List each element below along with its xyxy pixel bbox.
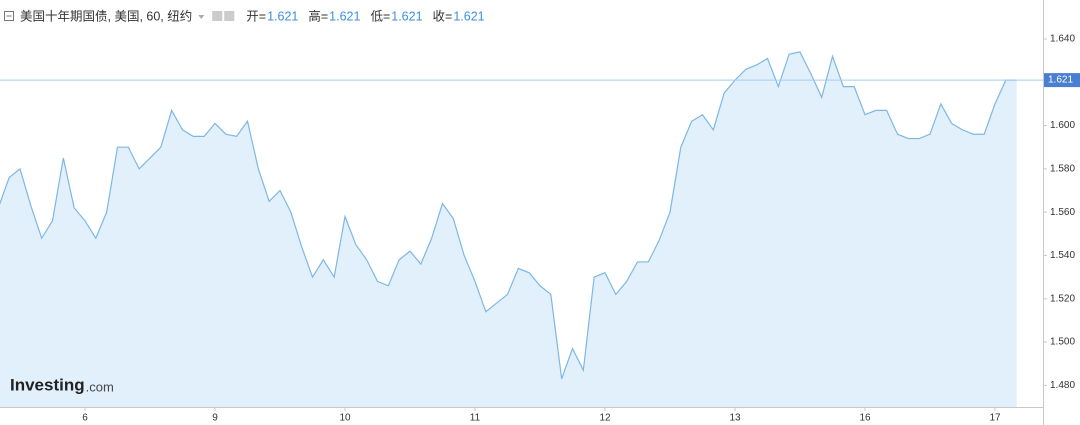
settings-icon	[224, 11, 235, 21]
y-tick-label: 1.520	[1050, 293, 1075, 304]
watermark-brand: Investing	[10, 375, 85, 394]
ohlc-value: 1.621	[391, 9, 422, 23]
current-price-label: 1.621	[1048, 75, 1073, 86]
current-price-tag	[1044, 73, 1080, 88]
ohlc-label: 收=	[433, 9, 453, 23]
y-tick-label: 1.560	[1050, 207, 1075, 218]
header-bg	[0, 0, 560, 30]
ohlc-value: 1.621	[267, 9, 298, 23]
y-tick-label: 1.540	[1050, 250, 1075, 261]
area-fill	[0, 51, 1017, 407]
ticks: 1.4801.5001.5201.5401.5601.5801.6001.620…	[82, 34, 1080, 424]
x-tick-label: 12	[599, 413, 611, 424]
y-tick-label: 1.580	[1050, 164, 1075, 175]
x-tick-label: 17	[989, 413, 1001, 424]
plot-area	[0, 51, 1043, 407]
dropdown-arrow	[198, 15, 205, 19]
ohlc-header: 开= 1.621 高= 1.621 低= 1.621 收= 1.621	[198, 8, 485, 23]
x-tick-label: 6	[82, 413, 88, 424]
x-tick-label: 9	[212, 413, 218, 424]
collapse-icon[interactable]	[4, 11, 14, 21]
ohlc-value: 1.621	[329, 9, 360, 23]
ohlc-value: 1.621	[453, 9, 484, 23]
ohlc-label: 低=	[370, 9, 390, 23]
chart-title: 美国十年期国债, 美国, 60, 纽约	[20, 8, 192, 23]
price-line	[0, 51, 1017, 380]
watermark: Investing .com	[10, 375, 114, 394]
settings-icon	[212, 11, 223, 21]
x-tick-label: 16	[859, 413, 871, 424]
ohlc-label: 高=	[308, 8, 328, 23]
y-tick-label: 1.480	[1050, 380, 1075, 391]
watermark-suffix: .com	[86, 379, 114, 394]
y-tick-label: 1.500	[1050, 337, 1075, 348]
x-tick-label: 13	[729, 413, 741, 424]
y-tick-label: 1.600	[1050, 120, 1075, 131]
ohlc-label: 开=	[246, 9, 266, 23]
y-tick-label: 1.640	[1050, 34, 1075, 45]
x-tick-label: 10	[339, 413, 351, 424]
x-tick-label: 11	[470, 413, 481, 424]
